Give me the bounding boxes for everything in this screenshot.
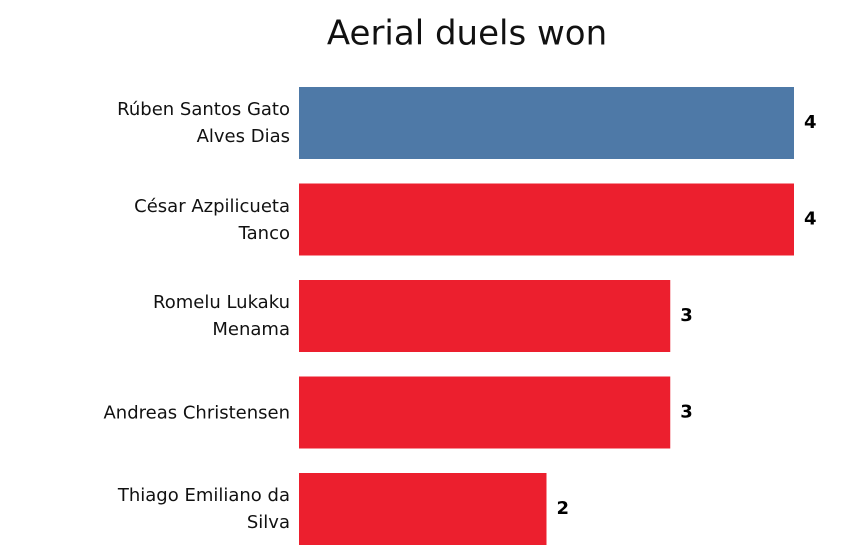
bar [299,87,794,159]
category-label: Andreas Christensen [103,402,290,423]
bar [299,376,671,449]
category-label: Romelu Lukaku Menama [153,292,290,340]
bar [299,280,671,352]
chart-title: Aerial duels won [327,14,607,54]
category-label: César Azpilicueta Tanco [134,195,290,244]
value-label: 4 [804,112,817,133]
category-label: Thiago Emiliano da Silva [117,485,290,533]
category-label: Rúben Santos Gato Alves Dias [117,99,290,147]
bar [299,473,547,545]
value-label: 2 [557,498,570,519]
value-label: 3 [680,305,693,326]
value-label: 3 [680,402,693,423]
value-label: 4 [804,209,817,230]
bar [299,183,794,256]
